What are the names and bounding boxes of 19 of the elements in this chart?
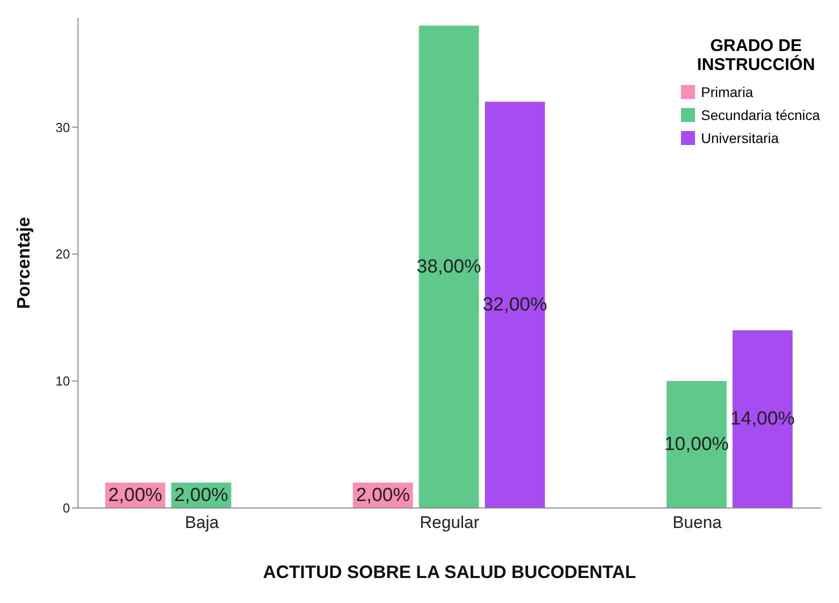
legend-label: Secundaria técnica: [701, 106, 820, 122]
y-tick-label: 20: [56, 246, 70, 262]
legend-label: Primaria: [701, 84, 754, 100]
y-axis-title: Porcentaje: [13, 216, 34, 310]
x-axis-title: ACTITUD SOBRE LA SALUD BUCODENTAL: [263, 562, 636, 582]
x-tick-label: Buena: [672, 513, 722, 532]
data-label: 2,00%: [356, 484, 410, 506]
bar: [484, 102, 545, 508]
x-tick-label: Baja: [184, 513, 220, 532]
y-tick-label: 0: [62, 500, 70, 516]
y-tick-label: 30: [56, 120, 70, 135]
bar: [732, 330, 793, 508]
data-label: 2,00%: [174, 484, 228, 506]
bar: [418, 26, 479, 508]
data-label: 2,00%: [108, 484, 162, 506]
legend-title: GRADO DE INSTRUCCIÓN: [696, 36, 816, 74]
x-tick-label: Regular: [420, 513, 480, 532]
y-tick-label: 10: [56, 374, 70, 389]
legend-label: Universitaria: [701, 130, 779, 146]
